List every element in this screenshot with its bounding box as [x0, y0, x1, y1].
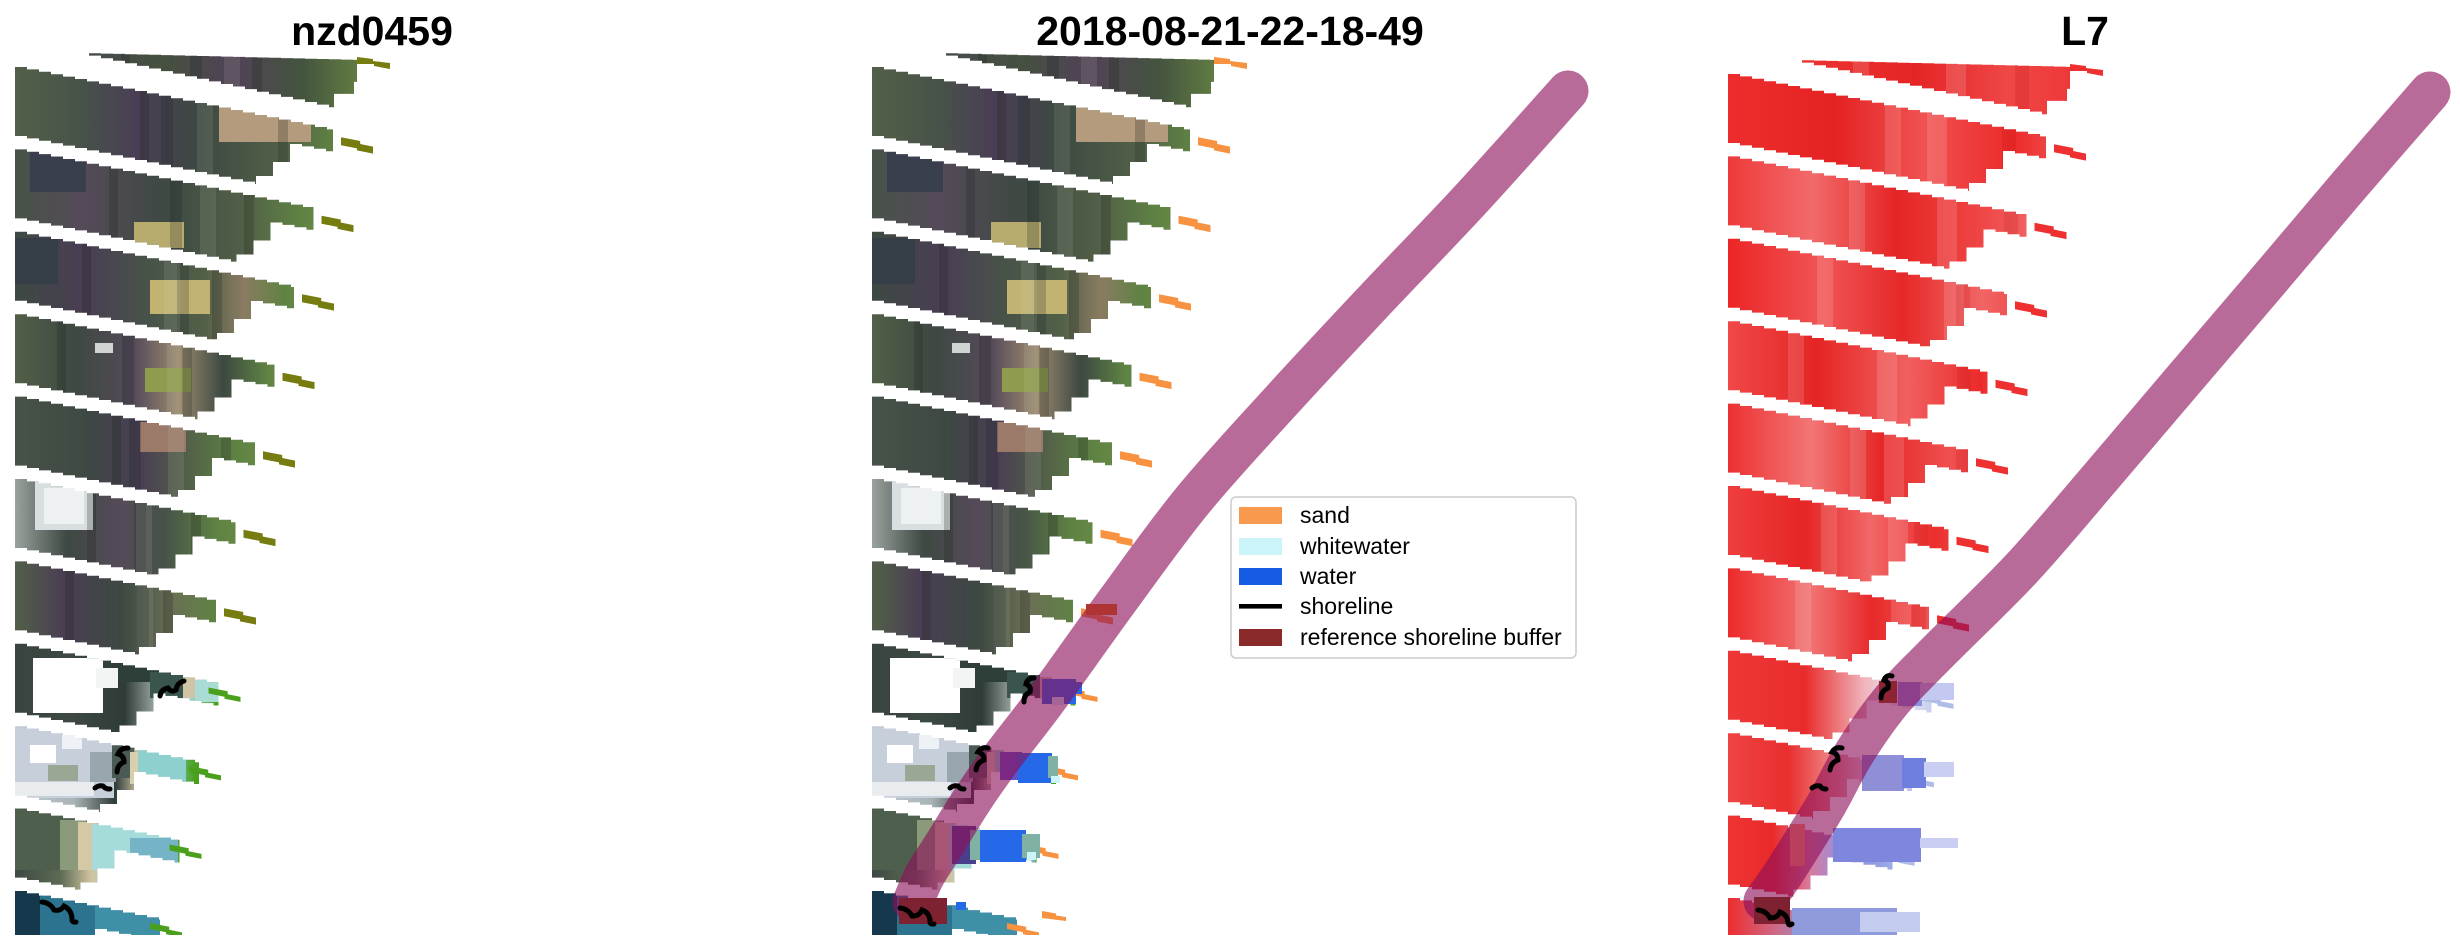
svg-text:sand: sand: [1300, 502, 1350, 528]
svg-text:shoreline: shoreline: [1300, 593, 1393, 619]
svg-text:whitewater: whitewater: [1299, 533, 1410, 559]
svg-text:reference shoreline buffer: reference shoreline buffer: [1300, 624, 1562, 650]
svg-text:water: water: [1299, 563, 1357, 589]
